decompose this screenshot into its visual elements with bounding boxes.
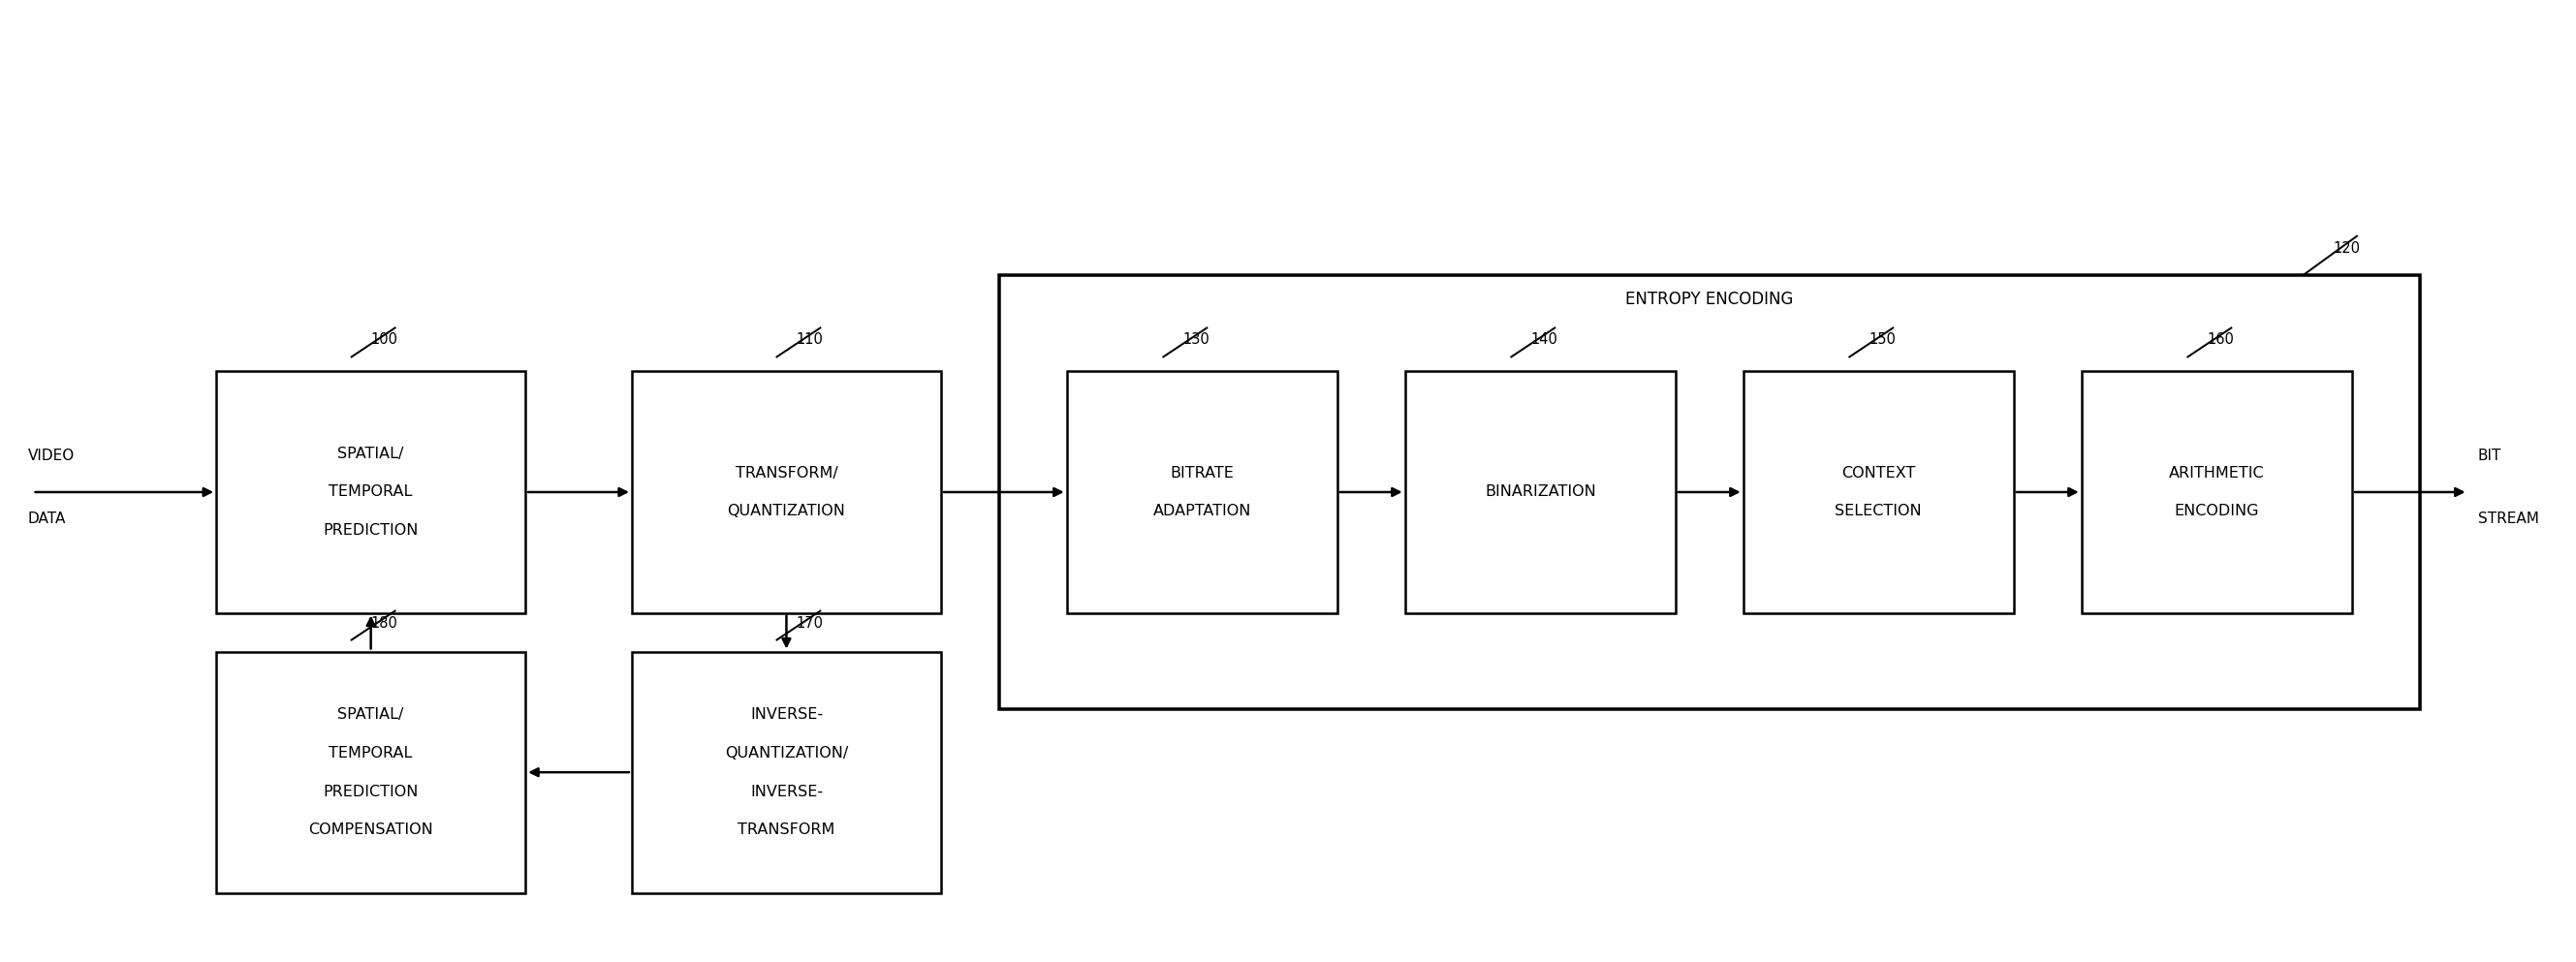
Bar (631, 371, 940, 613)
Bar (1066, 371, 1337, 613)
Text: ENTROPY ENCODING: ENTROPY ENCODING (1625, 291, 1793, 308)
Text: 100: 100 (371, 333, 397, 347)
Bar (216, 371, 526, 613)
Text: TRANSFORM/: TRANSFORM/ (734, 466, 837, 480)
Text: TEMPORAL: TEMPORAL (330, 746, 412, 760)
Text: BITRATE: BITRATE (1170, 466, 1234, 480)
Text: 160: 160 (2208, 333, 2233, 347)
Bar (631, 651, 940, 893)
Text: 120: 120 (2334, 240, 2360, 256)
Text: QUANTIZATION/: QUANTIZATION/ (724, 746, 848, 760)
Text: ENCODING: ENCODING (2174, 504, 2259, 519)
Bar (2081, 371, 2352, 613)
Text: BINARIZATION: BINARIZATION (1484, 485, 1597, 499)
Text: BIT: BIT (2478, 448, 2501, 463)
Text: 140: 140 (1530, 333, 1558, 347)
Text: VIDEO: VIDEO (28, 448, 75, 463)
Text: INVERSE-: INVERSE- (750, 784, 822, 798)
Text: PREDICTION: PREDICTION (322, 523, 417, 538)
Text: INVERSE-: INVERSE- (750, 707, 822, 722)
Text: SELECTION: SELECTION (1834, 504, 1922, 519)
Text: STREAM: STREAM (2478, 512, 2537, 526)
Bar (999, 275, 2419, 710)
Text: 170: 170 (796, 616, 824, 630)
Text: SPATIAL/: SPATIAL/ (337, 446, 404, 461)
Text: PREDICTION: PREDICTION (322, 784, 417, 798)
Bar (1744, 371, 2014, 613)
Text: TRANSFORM: TRANSFORM (737, 823, 835, 838)
Text: 150: 150 (1868, 333, 1896, 347)
Text: ARITHMETIC: ARITHMETIC (2169, 466, 2264, 480)
Text: TEMPORAL: TEMPORAL (330, 485, 412, 499)
Text: DATA: DATA (28, 512, 67, 526)
Text: CONTEXT: CONTEXT (1842, 466, 1917, 480)
Text: ADAPTATION: ADAPTATION (1154, 504, 1252, 519)
Text: 110: 110 (796, 333, 824, 347)
Text: COMPENSATION: COMPENSATION (309, 823, 433, 838)
Text: QUANTIZATION: QUANTIZATION (726, 504, 845, 519)
Text: 180: 180 (371, 616, 397, 630)
Text: SPATIAL/: SPATIAL/ (337, 707, 404, 722)
Text: 130: 130 (1182, 333, 1211, 347)
Bar (1404, 371, 1674, 613)
Bar (216, 651, 526, 893)
